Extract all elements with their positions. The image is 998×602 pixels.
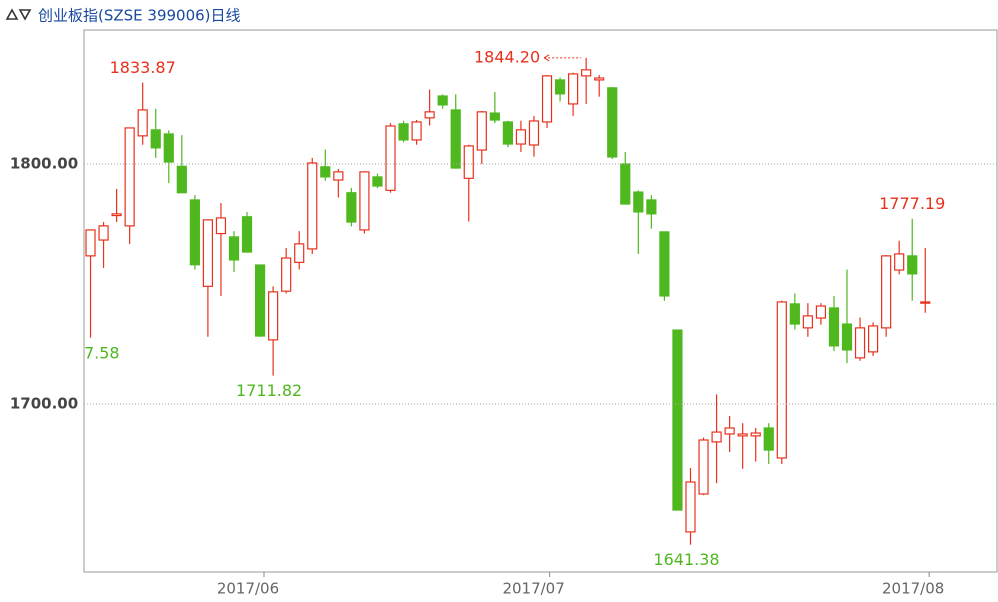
candle-body [437,95,448,106]
candle-body [163,133,174,163]
candle-body [346,192,357,223]
candle-body [724,427,735,435]
candle-body [137,109,148,137]
candle-body [515,129,527,145]
candle-body [763,427,774,451]
candle-body [920,301,931,304]
candle-body [398,123,409,141]
candle-body [320,166,331,178]
candle-body [98,225,109,241]
candle-body [359,171,370,231]
candle-body [528,120,540,146]
candle-body [685,481,696,533]
candle-body [554,79,566,95]
y-tick-label: 1800.00 [10,154,78,172]
candle-body [841,323,853,351]
y-tick-label: 1700.00 [10,394,78,412]
candle-body [854,327,866,359]
candle-body [894,253,905,271]
candle-body [176,165,187,194]
candle-body [124,127,135,227]
candle-body [307,162,318,250]
candle-body [789,303,800,325]
candle-body [881,255,892,329]
candle-body [489,112,500,121]
candle-body [620,163,631,205]
low-label: 1711.82 [236,381,302,400]
candle-body [85,229,96,257]
candle-body [333,171,344,181]
candle-body [646,199,657,215]
low-label: 1727.58 [53,343,119,362]
candle-body [633,191,644,213]
candle-body [568,73,579,105]
candle-body [150,129,161,149]
candle-body [594,77,605,81]
candle-body [294,243,305,263]
candle-body [867,325,879,353]
label-arrow-head [543,54,550,62]
x-tick-label: 2017/06 [217,580,279,598]
high-label: 1844.20 [474,47,540,66]
candle-body [737,433,748,437]
candle-body [802,315,813,329]
header-icon [5,8,32,21]
candle-body [907,255,918,275]
plot-frame [83,29,998,573]
candle-body [372,176,383,187]
candle-body [411,121,422,141]
chart-title: 创业板指(SZSE 399006)日线 [38,7,241,25]
candle-body [281,257,292,292]
candle-body [607,87,618,158]
candle-body [672,329,683,511]
x-tick-label: 2017/07 [502,580,564,598]
candle-body [241,216,253,253]
candle-body [815,305,827,319]
plot-area: 1727.58 1833.87 1711.82 1844.20 1641.38 1777.… [53,47,945,569]
candle-body [424,111,435,119]
candle-body [776,301,787,459]
candle-body [215,217,227,235]
candle-body [541,75,553,123]
candle-body [463,145,474,179]
candle-body [476,111,487,151]
candle-body [698,439,709,495]
candle-body [711,431,722,443]
candle-body [750,432,761,437]
candle-body [581,69,592,77]
high-label: 1833.87 [110,58,176,77]
candle-body [268,291,279,341]
candle-body [111,213,122,217]
candle-body [450,109,461,169]
low-label: 1641.38 [653,550,719,569]
high-label: 1777.19 [879,194,945,213]
candle-body [202,219,214,287]
x-tick-label: 2017/08 [882,580,944,598]
candle-body [228,236,240,261]
candle-body [254,264,266,337]
candle-body [828,307,840,347]
candle-body [385,125,396,191]
candle-body [189,199,200,266]
candle-body [659,231,670,297]
candle-body [502,121,513,145]
